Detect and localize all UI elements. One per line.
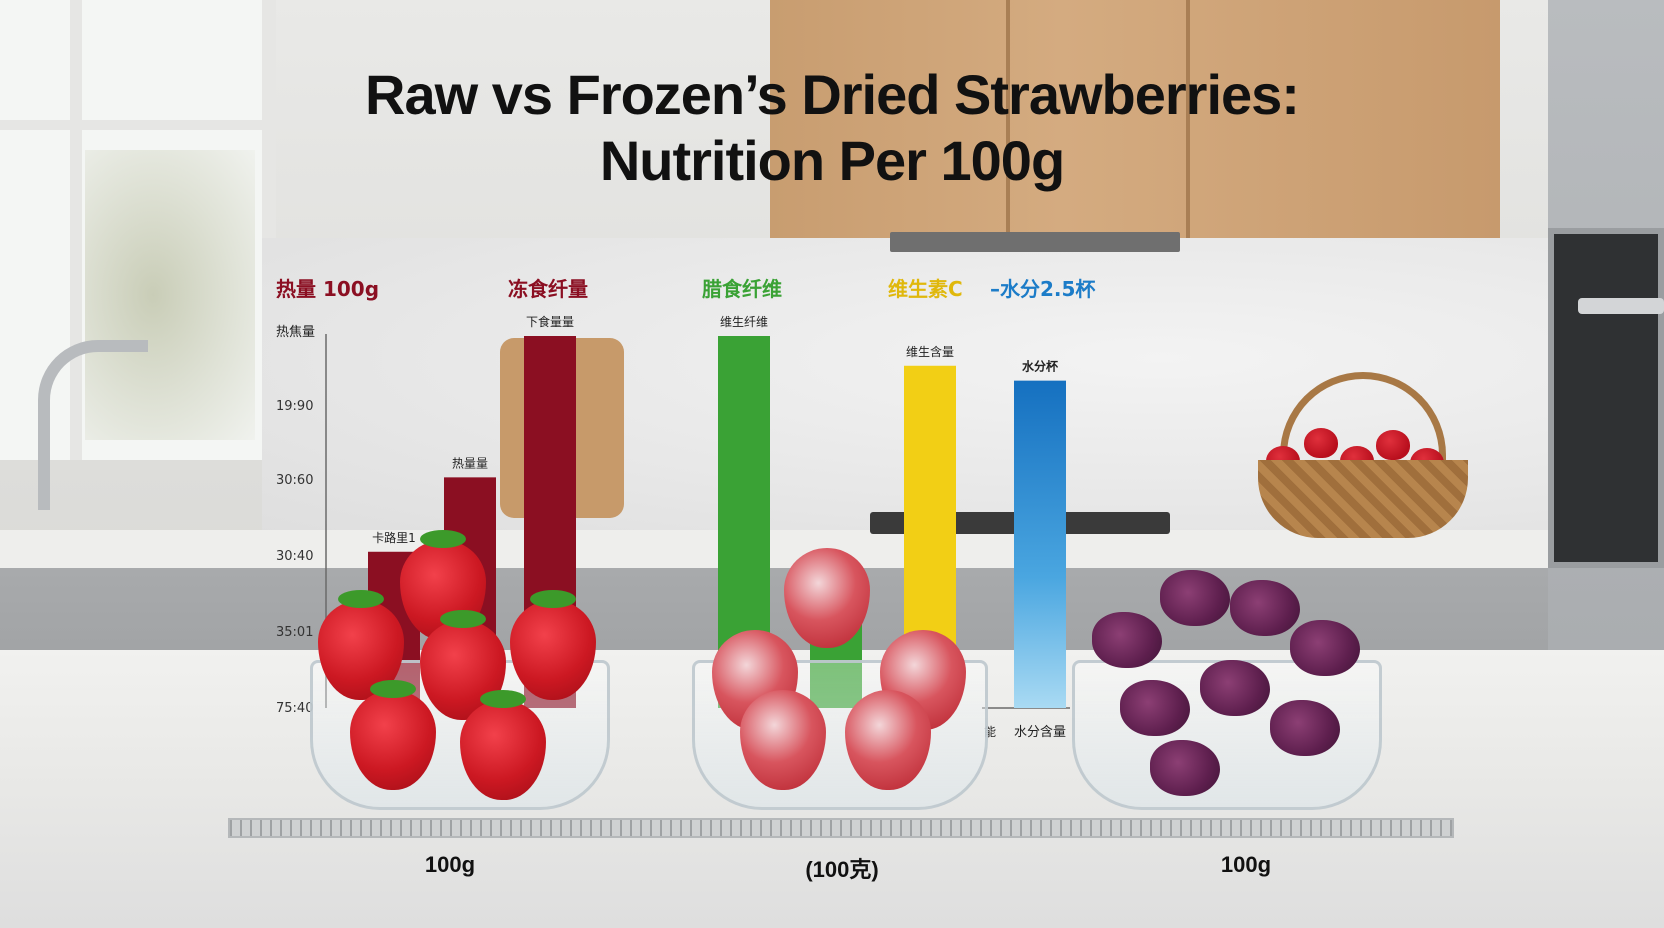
frozen-strawberry bbox=[845, 690, 931, 790]
legend-entry: 腊食纤维 bbox=[701, 277, 782, 301]
y-tick-label: 30:40 bbox=[276, 549, 313, 564]
title-line-1: Raw vs Frozen’s Dried Strawberries: bbox=[365, 63, 1300, 126]
bar-label: 水分杯 bbox=[1022, 359, 1059, 374]
chart-title: Raw vs Frozen’s Dried Strawberries: Nutr… bbox=[0, 62, 1664, 194]
window-mullion bbox=[0, 120, 262, 130]
frozen-strawberry bbox=[740, 690, 826, 790]
dried-strawberry bbox=[1120, 680, 1190, 736]
dried-strawberry bbox=[1290, 620, 1360, 676]
basket-strawberry bbox=[1376, 430, 1410, 460]
back-counter bbox=[0, 530, 1548, 570]
frozen-strawberry bbox=[784, 548, 870, 648]
x-tick-label: 水分含量 bbox=[1014, 724, 1066, 740]
y-tick-label: 19:90 bbox=[276, 399, 313, 414]
oven-handle bbox=[1578, 298, 1664, 314]
bowl-label-frozen: (100克) bbox=[805, 857, 879, 882]
legend-entry: –水分2.5杯 bbox=[990, 277, 1095, 301]
bar-label: 卡路里1 bbox=[372, 530, 416, 545]
legend-entry: 热量 100g bbox=[276, 277, 379, 301]
bowl-label-dried: 100g bbox=[1220, 852, 1272, 877]
legend-entry: 维生素C bbox=[888, 277, 963, 301]
bar-label: 维生含量 bbox=[906, 344, 954, 359]
cabinet-seam bbox=[1006, 0, 1010, 238]
y-axis: 热焦量 19:90 30:60 30:40 35:01 75:40 bbox=[276, 325, 1070, 716]
dried-strawberry bbox=[1200, 660, 1270, 716]
y-axis-label: 热焦量 bbox=[276, 325, 315, 340]
y-tick-label: 30:60 bbox=[276, 473, 313, 488]
chart-legend: 热量 100g 冻食纤量 腊食纤维 维生素C –水分2.5杯 bbox=[276, 277, 1095, 301]
strawberry bbox=[510, 590, 596, 700]
oven-door bbox=[1548, 228, 1664, 568]
measuring-ruler bbox=[228, 818, 1454, 838]
range-hood bbox=[890, 232, 1180, 252]
dried-strawberry bbox=[1160, 570, 1230, 626]
dried-strawberry bbox=[1230, 580, 1300, 636]
dried-strawberry bbox=[1270, 700, 1340, 756]
wood-cabinet bbox=[770, 0, 1500, 238]
bar-label: 维生纤维 bbox=[720, 315, 768, 329]
wicker-basket bbox=[1258, 460, 1468, 538]
title-line-2: Nutrition Per 100g bbox=[599, 129, 1065, 192]
dried-strawberry bbox=[1150, 740, 1220, 796]
y-tick-label: 75:40 bbox=[276, 701, 313, 716]
bowl-label-raw: 100g bbox=[424, 852, 476, 877]
strawberry bbox=[460, 690, 546, 800]
strawberry bbox=[350, 680, 436, 790]
y-tick-label: 35:01 bbox=[276, 625, 313, 640]
bar-label: 下食量量 bbox=[526, 314, 574, 329]
basket-strawberry bbox=[1304, 428, 1338, 458]
legend-entry: 冻食纤量 bbox=[508, 277, 588, 301]
cabinet-seam bbox=[1186, 0, 1190, 238]
bar bbox=[1014, 380, 1066, 708]
dried-strawberry bbox=[1092, 612, 1162, 668]
bar-label: 热量量 bbox=[452, 456, 488, 470]
